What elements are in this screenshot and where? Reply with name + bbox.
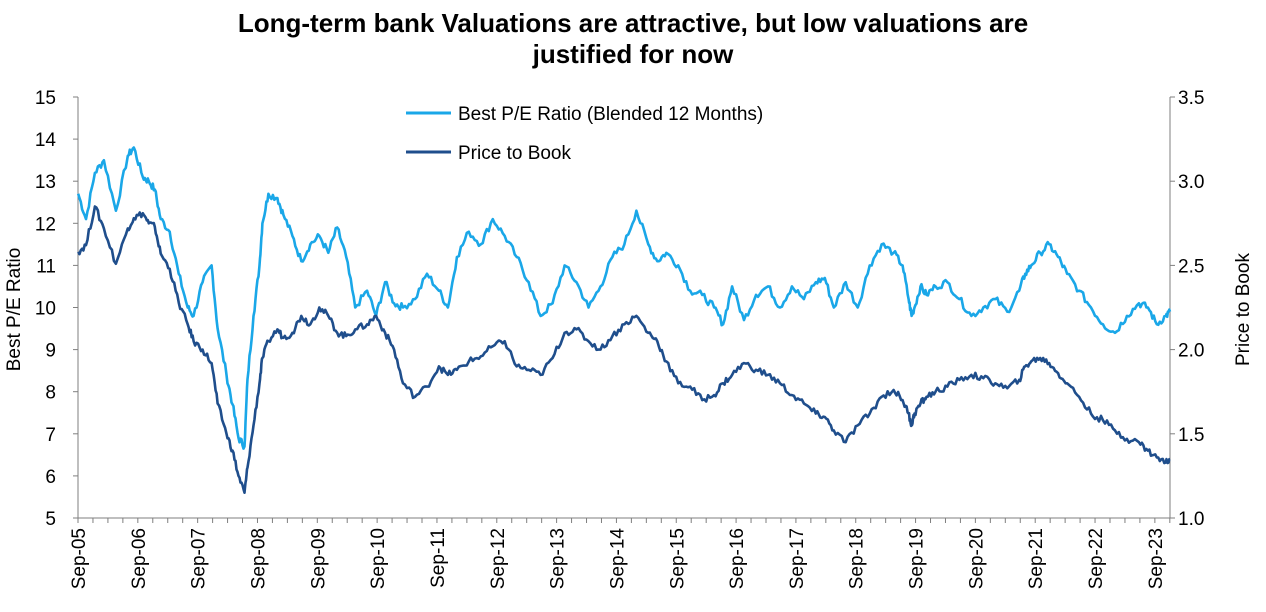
x-tick-label: Sep-17 (787, 528, 808, 589)
legend-label: Best P/E Ratio (Blended 12 Months) (458, 104, 763, 125)
chart-title: Long-term bank Valuations are attractive… (0, 8, 1266, 70)
x-tick-label: Sep-18 (847, 528, 868, 589)
x-tick-label: Sep-23 (1146, 528, 1167, 589)
x-tick-label: Sep-16 (727, 528, 748, 589)
right-y-tick-label: 2.5 (1178, 256, 1204, 277)
x-tick-label: Sep-22 (1086, 528, 1107, 589)
x-tick-label: Sep-14 (607, 528, 628, 590)
left-y-tick-label: 11 (36, 256, 56, 277)
axes: 15 14 13 12 11 10 9 8 7 6 5 3.5 3.0 2.5 2.0 1.5 1.0 Sep-0… (4, 88, 1254, 589)
x-tick-label: Sep-07 (189, 528, 210, 589)
left-y-tick-label: 7 (45, 425, 56, 446)
x-tick-label: Sep-21 (1026, 528, 1047, 589)
right-y-tick-label: 3.0 (1178, 172, 1204, 193)
left-y-tick-label: 13 (35, 172, 56, 193)
x-tick-label: Sep-13 (548, 528, 569, 589)
left-y-tick-label: 10 (35, 299, 56, 320)
left-y-tick-label: 15 (35, 88, 56, 109)
legend: Best P/E Ratio (Blended 12 Months) Price … (406, 104, 763, 164)
left-y-tick-label: 14 (35, 130, 57, 151)
x-tick-label: Sep-15 (667, 528, 688, 589)
x-tick-label: Sep-20 (966, 528, 987, 589)
series-line-price-to-book (77, 205, 1171, 494)
right-y-tick-label: 2.0 (1178, 341, 1204, 362)
left-y-tick-label: 12 (35, 214, 56, 235)
x-tick-label: Sep-12 (488, 528, 509, 589)
right-y-tick-label: 1.0 (1178, 509, 1204, 530)
x-tick-label: Sep-10 (368, 528, 389, 589)
series-lines (76, 146, 1172, 494)
legend-label: Price to Book (458, 143, 571, 164)
x-tick-label: Sep-09 (308, 528, 329, 589)
right-axis-title: Price to Book (1233, 253, 1254, 366)
chart-title-line-1: Long-term bank Valuations are attractive… (237, 8, 1029, 38)
x-tick-label: Sep-11 (428, 528, 449, 588)
right-y-tick-label: 3.5 (1178, 88, 1204, 109)
x-tick-label: Sep-06 (129, 528, 150, 589)
left-y-tick-label: 5 (45, 509, 56, 530)
chart-title-line-2: justified for now (532, 39, 734, 69)
left-y-tick-label: 8 (45, 383, 56, 404)
series-line-best-pe-ratio (76, 146, 1172, 450)
x-tick-label: Sep-08 (248, 528, 269, 589)
left-axis-title: Best P/E Ratio (4, 248, 25, 372)
left-y-tick-label: 6 (45, 467, 56, 488)
left-y-tick-label: 9 (45, 341, 56, 362)
x-tick-label: Sep-19 (907, 528, 928, 589)
x-tick-label: Sep-05 (69, 528, 90, 589)
right-y-tick-label: 1.5 (1178, 425, 1204, 446)
